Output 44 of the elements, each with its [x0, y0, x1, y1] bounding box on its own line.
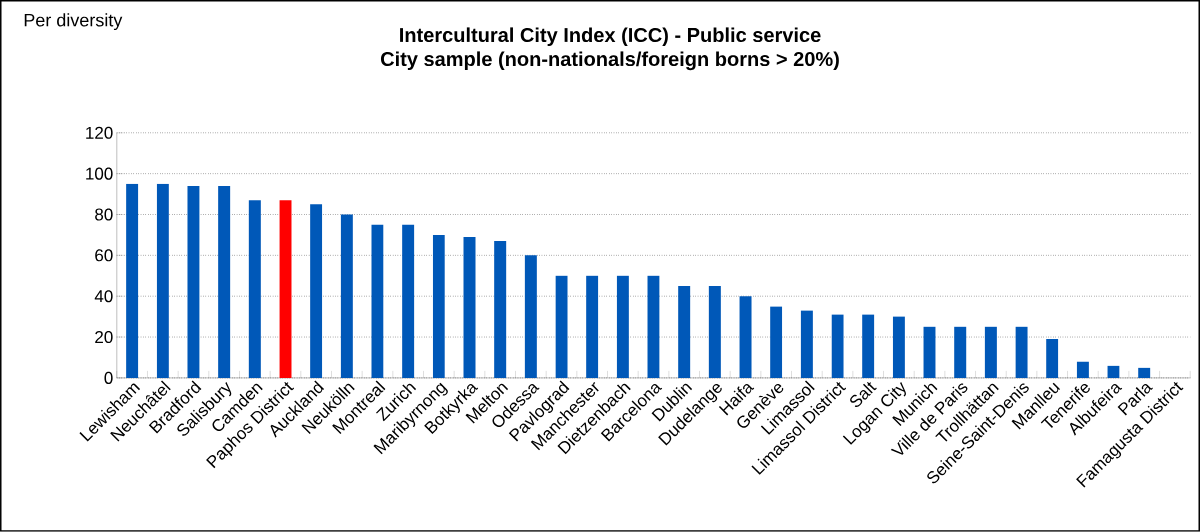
y-tick-label: 80	[95, 208, 113, 221]
bar	[1138, 367, 1151, 379]
y-tick-label: 120	[86, 126, 113, 139]
bar	[279, 200, 292, 379]
bar	[984, 326, 997, 379]
bar	[310, 204, 323, 379]
bar	[678, 286, 691, 379]
bar	[1107, 365, 1120, 379]
bar	[218, 186, 231, 379]
bar	[647, 275, 660, 379]
bar	[1046, 339, 1059, 379]
bar	[494, 241, 507, 379]
chart-subtitle: City sample (non-nationals/foreign borns > 20%)	[380, 51, 839, 71]
x-tick-label: Salt	[850, 382, 877, 408]
bar	[770, 306, 783, 379]
bar	[371, 224, 384, 379]
bar	[156, 184, 169, 379]
bar	[862, 314, 875, 379]
bar	[1015, 326, 1028, 379]
bar	[616, 275, 629, 379]
bar	[923, 326, 936, 379]
bar	[586, 275, 599, 379]
bar	[187, 186, 200, 379]
bar	[248, 200, 261, 379]
bar	[954, 326, 967, 379]
bar	[708, 286, 721, 379]
y-tick-label: 40	[94, 290, 113, 303]
y-tick-label: 60	[95, 249, 113, 262]
bar	[831, 314, 844, 379]
bar	[1076, 361, 1089, 379]
bar	[800, 310, 813, 379]
bar	[432, 235, 445, 379]
bar	[555, 275, 568, 379]
bar	[463, 237, 476, 379]
chart-title: Intercultural City Index (ICC) - Public service	[400, 27, 821, 47]
bar	[892, 316, 905, 379]
y-tick-label: 20	[95, 331, 113, 344]
bar	[739, 296, 752, 379]
text: Per diversity	[24, 13, 123, 31]
bar	[402, 224, 415, 379]
bar	[524, 255, 537, 379]
bar	[340, 214, 353, 379]
y-tick-label: 100	[86, 167, 113, 180]
bar	[126, 184, 139, 379]
